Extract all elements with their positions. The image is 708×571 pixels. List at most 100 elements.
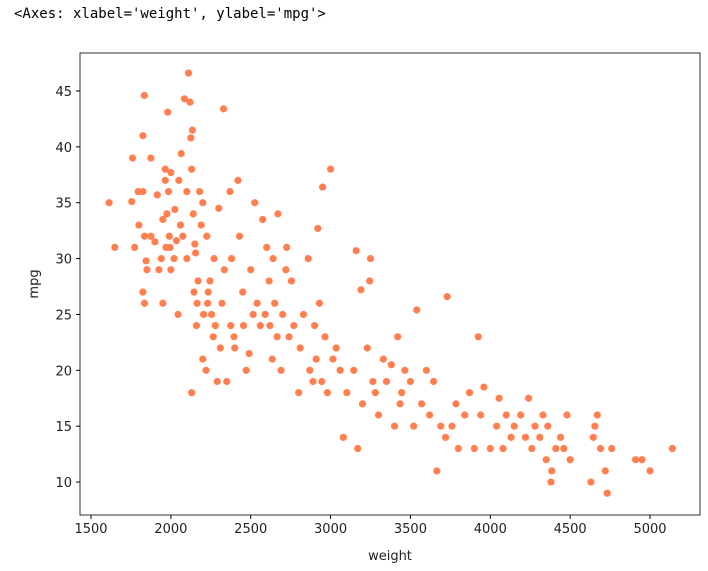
point bbox=[566, 456, 574, 464]
point bbox=[387, 361, 395, 369]
point bbox=[499, 444, 507, 453]
point bbox=[227, 254, 236, 263]
point bbox=[366, 277, 374, 285]
point bbox=[164, 108, 172, 116]
point bbox=[290, 322, 298, 330]
point bbox=[552, 444, 560, 453]
point bbox=[135, 221, 143, 229]
point bbox=[253, 299, 261, 307]
point bbox=[226, 187, 234, 196]
point bbox=[274, 210, 282, 218]
point bbox=[142, 257, 150, 265]
point bbox=[350, 366, 358, 374]
point bbox=[539, 411, 547, 419]
point bbox=[470, 444, 478, 453]
y-tick-label: 10 bbox=[55, 476, 72, 491]
point bbox=[266, 322, 274, 330]
point bbox=[227, 322, 235, 330]
y-tick-label: 35 bbox=[55, 197, 72, 212]
x-tick-label: 4500 bbox=[554, 522, 587, 537]
point bbox=[536, 433, 544, 441]
point bbox=[396, 400, 404, 408]
point bbox=[528, 444, 536, 453]
point bbox=[480, 383, 488, 391]
point bbox=[318, 377, 326, 386]
point bbox=[187, 134, 195, 142]
point bbox=[426, 411, 434, 419]
point bbox=[216, 344, 224, 352]
point bbox=[477, 411, 485, 419]
point bbox=[358, 400, 367, 408]
point bbox=[170, 254, 178, 263]
point bbox=[593, 411, 601, 419]
point bbox=[111, 243, 119, 252]
point bbox=[556, 433, 565, 441]
point bbox=[249, 310, 257, 319]
point bbox=[422, 366, 431, 374]
point bbox=[239, 288, 247, 296]
point bbox=[461, 411, 469, 419]
point bbox=[231, 344, 239, 352]
point bbox=[632, 456, 640, 464]
point bbox=[208, 310, 216, 319]
point bbox=[269, 254, 277, 263]
point bbox=[191, 240, 199, 248]
point bbox=[166, 243, 174, 252]
point bbox=[161, 165, 169, 173]
point bbox=[668, 444, 676, 453]
point bbox=[646, 467, 654, 475]
point bbox=[140, 232, 149, 240]
point bbox=[194, 277, 202, 285]
point bbox=[215, 204, 223, 212]
point bbox=[131, 243, 139, 252]
point bbox=[329, 355, 337, 363]
point bbox=[256, 322, 264, 330]
point bbox=[139, 288, 147, 296]
point bbox=[326, 165, 335, 173]
point bbox=[174, 310, 182, 319]
point bbox=[218, 299, 226, 307]
point bbox=[171, 205, 179, 214]
point bbox=[159, 299, 167, 307]
point bbox=[283, 243, 291, 252]
x-tick-label: 3500 bbox=[394, 522, 427, 537]
point bbox=[437, 422, 445, 430]
point bbox=[140, 299, 149, 307]
point bbox=[314, 224, 322, 233]
point bbox=[153, 191, 161, 199]
point bbox=[143, 266, 151, 274]
y-axis-label: mpg bbox=[27, 269, 42, 298]
point bbox=[219, 105, 228, 113]
point bbox=[188, 389, 196, 397]
point bbox=[196, 187, 204, 196]
point bbox=[323, 389, 331, 397]
point bbox=[161, 176, 169, 184]
point bbox=[521, 433, 530, 441]
point bbox=[448, 422, 456, 430]
point bbox=[203, 232, 211, 240]
point bbox=[465, 389, 474, 397]
point bbox=[189, 210, 197, 218]
point bbox=[282, 266, 290, 274]
point bbox=[245, 349, 253, 358]
point bbox=[167, 168, 175, 177]
point bbox=[401, 366, 409, 374]
point bbox=[151, 238, 159, 246]
point bbox=[371, 389, 379, 397]
point bbox=[188, 165, 196, 173]
point bbox=[128, 154, 137, 162]
y-tick-label: 15 bbox=[55, 420, 72, 435]
point bbox=[213, 377, 221, 386]
x-tick-label: 3000 bbox=[314, 522, 347, 537]
point bbox=[268, 355, 276, 363]
point bbox=[430, 377, 438, 386]
point bbox=[193, 299, 201, 307]
point bbox=[163, 210, 171, 218]
plot-frame bbox=[79, 52, 701, 516]
point bbox=[591, 422, 599, 430]
point bbox=[239, 322, 248, 330]
point bbox=[296, 344, 304, 352]
point bbox=[157, 254, 165, 263]
point bbox=[589, 433, 597, 441]
